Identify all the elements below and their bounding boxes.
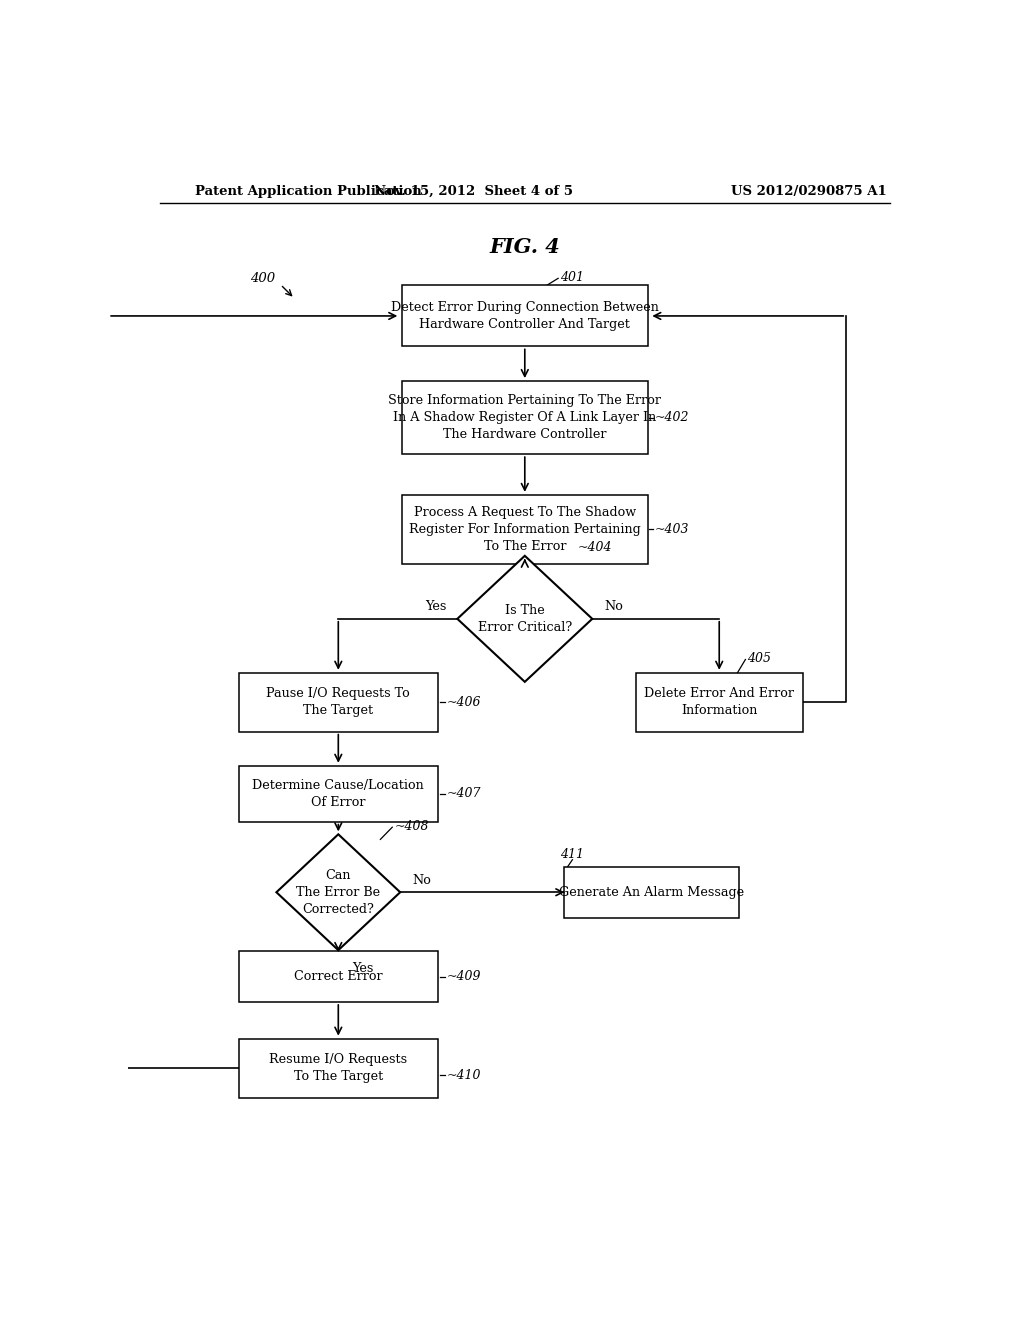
Text: Pause I/O Requests To
The Target: Pause I/O Requests To The Target [266, 688, 411, 717]
FancyBboxPatch shape [401, 495, 648, 564]
Text: Yes: Yes [426, 601, 446, 612]
Text: 400: 400 [250, 272, 275, 285]
FancyBboxPatch shape [240, 952, 437, 1002]
FancyBboxPatch shape [401, 285, 648, 346]
Text: Store Information Pertaining To The Error
In A Shadow Register Of A Link Layer I: Store Information Pertaining To The Erro… [388, 395, 662, 441]
Text: ~408: ~408 [394, 820, 429, 833]
Text: Nov. 15, 2012  Sheet 4 of 5: Nov. 15, 2012 Sheet 4 of 5 [374, 185, 572, 198]
Text: ~407: ~407 [447, 787, 481, 800]
Text: Resume I/O Requests
To The Target: Resume I/O Requests To The Target [269, 1053, 408, 1084]
Polygon shape [276, 834, 400, 950]
FancyBboxPatch shape [564, 867, 739, 917]
Text: Delete Error And Error
Information: Delete Error And Error Information [644, 688, 795, 717]
Text: Determine Cause/Location
Of Error: Determine Cause/Location Of Error [253, 779, 424, 809]
FancyBboxPatch shape [240, 1039, 437, 1097]
Text: Yes: Yes [352, 962, 374, 975]
FancyBboxPatch shape [240, 673, 437, 731]
Text: Is The
Error Critical?: Is The Error Critical? [477, 603, 572, 634]
Text: ~409: ~409 [447, 970, 481, 983]
Text: Can
The Error Be
Corrected?: Can The Error Be Corrected? [296, 869, 380, 916]
Text: ~404: ~404 [578, 541, 611, 554]
Text: Detect Error During Connection Between
Hardware Controller And Target: Detect Error During Connection Between H… [391, 301, 658, 331]
Text: US 2012/0290875 A1: US 2012/0290875 A1 [731, 185, 887, 198]
Text: 411: 411 [560, 849, 585, 861]
Text: FIG. 4: FIG. 4 [489, 236, 560, 257]
FancyBboxPatch shape [240, 766, 437, 821]
Text: Patent Application Publication: Patent Application Publication [196, 185, 422, 198]
Text: No: No [412, 874, 431, 887]
Text: 405: 405 [748, 652, 771, 665]
FancyBboxPatch shape [401, 381, 648, 454]
FancyBboxPatch shape [636, 673, 803, 731]
Text: ~410: ~410 [447, 1069, 481, 1081]
Text: Process A Request To The Shadow
Register For Information Pertaining
To The Error: Process A Request To The Shadow Register… [409, 506, 641, 553]
Text: Generate An Alarm Message: Generate An Alarm Message [559, 886, 744, 899]
Text: No: No [604, 601, 623, 612]
Polygon shape [458, 556, 592, 682]
Text: 401: 401 [560, 271, 585, 284]
Text: Correct Error: Correct Error [294, 970, 383, 983]
Text: ~403: ~403 [655, 523, 689, 536]
Text: ~402: ~402 [655, 411, 689, 424]
Text: ~406: ~406 [447, 696, 481, 709]
